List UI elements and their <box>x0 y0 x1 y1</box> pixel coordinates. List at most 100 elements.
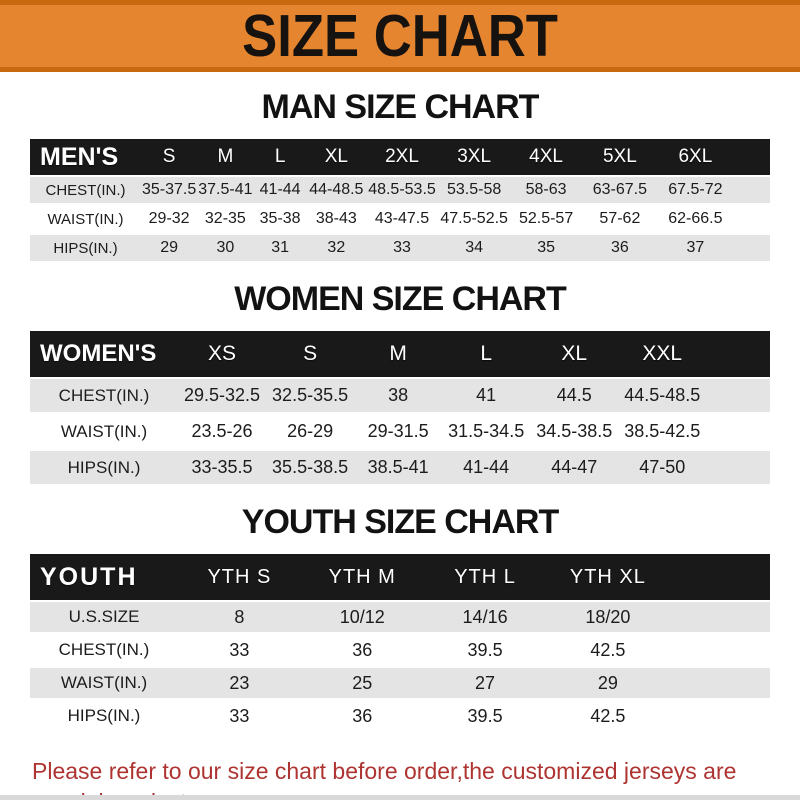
size-value: 44-48.5 <box>306 177 366 206</box>
table-row: WAIST(IN.) 29-32 32-35 35-38 38-43 43-47.5 47.… <box>30 206 770 235</box>
table-row: WAIST(IN.) 23.5-26 26-29 29-31.5 31.5-34.5 34… <box>30 415 770 451</box>
row-spacer <box>732 235 770 264</box>
size-column-header: 3XL <box>438 139 511 177</box>
size-value: 62-66.5 <box>657 206 733 235</box>
row-spacer <box>706 451 770 487</box>
disclaimer-text: Please refer to our size chart before or… <box>0 756 800 800</box>
measurement-row-label: CHEST(IN.) <box>30 379 179 415</box>
size-value: 31 <box>253 235 307 264</box>
size-column-header: S <box>266 331 355 379</box>
measurement-row-label: WAIST(IN.) <box>30 668 178 701</box>
size-value: 39.5 <box>423 701 547 734</box>
size-value: 25 <box>300 668 424 701</box>
size-value: 30 <box>197 235 254 264</box>
size-column-header: 5XL <box>581 139 658 177</box>
size-column-header: YTH XL <box>546 554 670 602</box>
size-value: 37 <box>657 235 733 264</box>
row-spacer <box>669 701 770 734</box>
table-row: HIPS(IN.) 33-35.5 35.5-38.5 38.5-41 41-44 44-… <box>30 451 770 487</box>
size-value: 41-44 <box>253 177 307 206</box>
size-value: 43-47.5 <box>365 206 439 235</box>
table-row: CHEST(IN.) 33 36 39.5 42.5 <box>30 635 770 668</box>
size-value: 14/16 <box>423 602 547 635</box>
size-value: 29.5-32.5 <box>178 379 267 415</box>
men-section-heading: MAN SIZE CHART <box>261 88 540 126</box>
table-row: WAIST(IN.) 23 25 27 29 <box>30 668 770 701</box>
disclaimer-line-1: Please refer to our size chart before or… <box>32 758 737 800</box>
row-spacer <box>732 206 770 235</box>
size-value: 32 <box>306 235 366 264</box>
youth-section-heading: YOUTH SIZE CHART <box>241 503 559 541</box>
row-spacer <box>669 635 770 668</box>
size-value: 44.5 <box>530 379 619 415</box>
size-column-header: 2XL <box>365 139 439 177</box>
title-banner: SIZE CHART <box>0 0 800 72</box>
size-value: 58-63 <box>510 177 582 206</box>
size-value: 38 <box>354 379 443 415</box>
table-header-row: YOUTH YTH S YTH M YTH L YTH XL <box>30 554 770 602</box>
size-value: 41-44 <box>442 451 531 487</box>
size-value: 39.5 <box>423 635 547 668</box>
bottom-edge-strip <box>0 795 800 800</box>
header-spacer <box>706 331 770 379</box>
measurement-row-label: WAIST(IN.) <box>30 415 179 451</box>
size-value: 8 <box>178 602 301 635</box>
header-spacer <box>732 139 770 177</box>
row-spacer <box>706 379 770 415</box>
women-section-heading: WOMEN SIZE CHART <box>234 280 567 318</box>
row-spacer <box>669 668 770 701</box>
measurement-row-label: CHEST(IN.) <box>30 177 141 206</box>
size-value: 33-35.5 <box>178 451 267 487</box>
size-column-header: 4XL <box>510 139 582 177</box>
size-value: 42.5 <box>546 635 670 668</box>
size-column-header: M <box>197 139 254 177</box>
table-header-label: MEN'S <box>30 139 141 177</box>
measurement-row-label: HIPS(IN.) <box>30 701 178 734</box>
size-value: 31.5-34.5 <box>442 415 531 451</box>
size-value: 52.5-57 <box>510 206 582 235</box>
table-row: CHEST(IN.) 29.5-32.5 32.5-35.5 38 41 44.5 44.5… <box>30 379 770 415</box>
table-header-label: WOMEN'S <box>30 331 179 379</box>
size-value: 36 <box>581 235 658 264</box>
women-size-table: WOMEN'S XS S M L XL XXL CHEST(IN.) 29.5-32.5 32.5… <box>30 331 770 487</box>
size-value: 10/12 <box>300 602 424 635</box>
size-value: 57-62 <box>581 206 658 235</box>
size-column-header: YTH L <box>423 554 547 602</box>
row-spacer <box>669 602 770 635</box>
header-spacer <box>669 554 770 602</box>
row-spacer <box>732 177 770 206</box>
size-value: 63-67.5 <box>581 177 658 206</box>
page-title: SIZE CHART <box>242 2 558 69</box>
row-spacer <box>706 415 770 451</box>
size-value: 35-38 <box>253 206 307 235</box>
size-value: 32.5-35.5 <box>266 379 355 415</box>
size-value: 38.5-42.5 <box>618 415 707 451</box>
size-value: 23 <box>178 668 301 701</box>
size-value: 35-37.5 <box>141 177 198 206</box>
size-value: 26-29 <box>266 415 355 451</box>
size-column-header: S <box>141 139 198 177</box>
size-value: 27 <box>423 668 547 701</box>
size-value: 29-32 <box>141 206 198 235</box>
measurement-row-label: CHEST(IN.) <box>30 635 178 668</box>
size-value: 34.5-38.5 <box>530 415 619 451</box>
size-value: 29 <box>141 235 198 264</box>
size-value: 38-43 <box>306 206 366 235</box>
size-value: 53.5-58 <box>438 177 511 206</box>
size-value: 23.5-26 <box>178 415 267 451</box>
men-size-table: MEN'S S M L XL 2XL 3XL 4XL 5XL 6XL CHEST(IN.) 35-37… <box>30 139 770 264</box>
measurement-row-label: WAIST(IN.) <box>30 206 141 235</box>
size-value: 33 <box>365 235 439 264</box>
size-column-header: XS <box>178 331 267 379</box>
size-column-header: L <box>442 331 531 379</box>
size-column-header: XL <box>530 331 619 379</box>
size-value: 36 <box>300 701 424 734</box>
measurement-row-label: HIPS(IN.) <box>30 235 141 264</box>
size-value: 42.5 <box>546 701 670 734</box>
table-row: U.S.SIZE 8 10/12 14/16 18/20 <box>30 602 770 635</box>
size-column-header: YTH S <box>178 554 301 602</box>
table-header-row: MEN'S S M L XL 2XL 3XL 4XL 5XL 6XL <box>30 139 770 177</box>
size-value: 37.5-41 <box>197 177 254 206</box>
size-value: 48.5-53.5 <box>365 177 439 206</box>
